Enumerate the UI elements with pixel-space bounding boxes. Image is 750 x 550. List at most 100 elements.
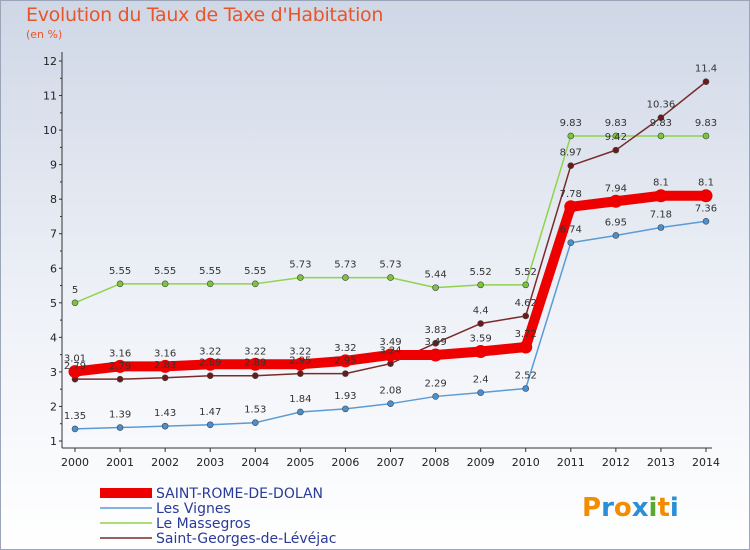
- series-2-point: [702, 132, 710, 140]
- series-1-point: [567, 239, 575, 247]
- series-3-point: [567, 162, 575, 169]
- data-label: 8.1: [653, 178, 669, 189]
- data-label: 7.18: [650, 210, 672, 221]
- data-label: 5.44: [424, 270, 446, 281]
- data-label: 9.83: [695, 118, 717, 129]
- logo-letter: x: [632, 493, 649, 523]
- legend-label-3: Saint-Georges-de-Lévéjac: [156, 531, 336, 547]
- series-2-point: [342, 274, 349, 281]
- data-label: 7.94: [605, 183, 627, 194]
- data-label: 2.4: [473, 375, 489, 386]
- logo-letter: i: [649, 493, 658, 523]
- y-tick-label: 1: [50, 435, 57, 448]
- data-label: 4.4: [473, 306, 489, 317]
- series-2-point: [657, 132, 665, 140]
- series-1-point: [657, 224, 665, 231]
- data-label: 8.1: [698, 178, 714, 189]
- data-label: 1.43: [154, 408, 176, 419]
- chart-title: Evolution du Taux de Taxe d'Habitation: [26, 4, 384, 26]
- series-1-point: [342, 405, 349, 413]
- data-label: 5: [72, 285, 78, 296]
- data-label: 5.52: [470, 267, 492, 278]
- x-tick-label: 2011: [557, 456, 585, 469]
- series-3-point: [522, 312, 530, 320]
- data-label: 3.24: [379, 346, 401, 357]
- data-label: 5.73: [334, 260, 356, 271]
- data-label: 1.93: [334, 391, 356, 402]
- data-label: 9.42: [605, 132, 627, 143]
- proxiti-logo-text: Proxiti: [582, 493, 679, 523]
- data-label: 3.01: [64, 354, 86, 365]
- series-0-point: [203, 357, 217, 371]
- series-2-point: [387, 274, 394, 281]
- series-0-point: [519, 340, 533, 354]
- value-labels: 5 5.55 5.55 5.55 5.55 5.73 5.73 5.73 5.44 5.52 5.5…: [64, 64, 717, 422]
- data-label: 2.79: [109, 361, 131, 372]
- data-label: 3.22: [289, 346, 311, 357]
- y-tick-label: 4: [50, 331, 57, 344]
- data-label: 3.72: [515, 329, 537, 340]
- series-1-point: [206, 421, 214, 429]
- legend-label-2: Le Massegros: [156, 516, 251, 532]
- series-1-point: [702, 217, 710, 225]
- legend-label-0: SAINT-ROME-DE-DOLAN: [156, 486, 323, 502]
- data-label: 11.4: [695, 64, 717, 75]
- data-label: 2.83: [154, 360, 176, 371]
- data-label: 5.52: [515, 267, 537, 278]
- data-label: 3.59: [470, 334, 492, 345]
- x-tick-label: 2005: [286, 456, 314, 469]
- data-label: 6.95: [605, 217, 627, 228]
- data-label: 10.36: [647, 100, 676, 111]
- data-label: 2.52: [515, 370, 537, 381]
- series-3-point: [342, 370, 349, 377]
- series-0-point: [248, 357, 262, 371]
- series-1-point: [522, 385, 530, 392]
- series-1-point: [432, 393, 439, 400]
- series-3-point: [206, 372, 214, 380]
- series-2-point: [161, 280, 169, 288]
- data-label: 5.55: [154, 266, 176, 277]
- series-1-point: [251, 419, 259, 426]
- data-label: 2.08: [379, 386, 401, 397]
- series-0-point: [654, 189, 668, 203]
- series-2-point: [567, 132, 575, 140]
- y-tick-label: 9: [50, 159, 57, 172]
- data-label: 5.55: [109, 266, 131, 277]
- y-tick-label: 6: [50, 262, 57, 275]
- series-2-point: [71, 299, 79, 307]
- series-3-point: [297, 370, 304, 377]
- data-label: 7.78: [560, 189, 582, 200]
- series-0-point: [429, 348, 443, 362]
- data-label: 3.16: [154, 348, 176, 359]
- x-tick-label: 2007: [377, 456, 405, 469]
- chart-subtitle: (en %): [26, 28, 63, 41]
- data-label: 2.89: [199, 358, 221, 369]
- data-label: 1.47: [199, 407, 221, 418]
- series-0-point: [564, 200, 578, 214]
- logo-letter: r: [601, 493, 614, 523]
- y-tick-label: 11: [43, 90, 57, 103]
- series-line-1: [74, 220, 707, 430]
- data-label: 8.97: [560, 148, 582, 159]
- data-label: 3.22: [244, 346, 266, 357]
- series-1-point: [161, 422, 169, 430]
- data-label: 2.95: [334, 356, 356, 367]
- data-label: 5.55: [244, 266, 266, 277]
- series-1-point: [297, 408, 304, 416]
- data-label: 1.39: [109, 410, 131, 421]
- x-tick-label: 2004: [241, 456, 269, 469]
- series-3-point: [612, 146, 620, 154]
- data-label: 2.95: [289, 356, 311, 367]
- legend-label-1: Les Vignes: [156, 501, 231, 517]
- x-tick-label: 2009: [467, 456, 495, 469]
- x-tick-label: 2014: [692, 456, 720, 469]
- series-2-point: [432, 284, 439, 291]
- series-2-point: [477, 281, 484, 289]
- data-label: 3.83: [424, 325, 446, 336]
- y-tick-label: 5: [50, 297, 57, 310]
- logo-letter: P: [582, 493, 601, 523]
- data-label: 3.49: [424, 337, 446, 348]
- series-0-point: [609, 194, 623, 208]
- series-3-point: [477, 320, 484, 327]
